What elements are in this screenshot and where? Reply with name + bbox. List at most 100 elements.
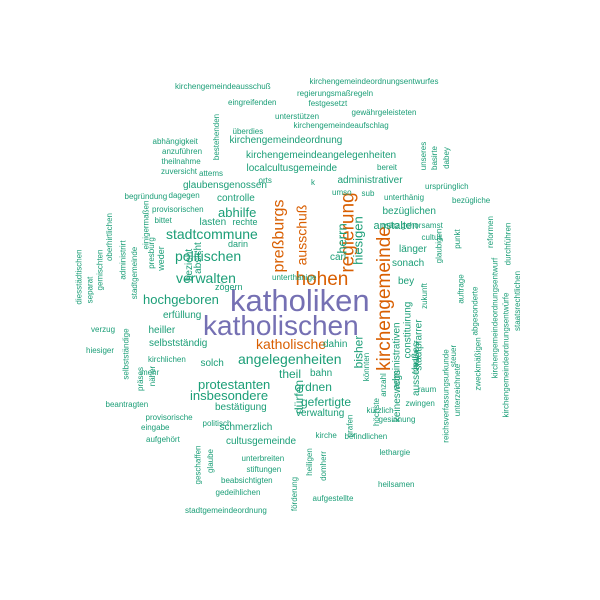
word-140: diesstädtischen bbox=[74, 249, 84, 305]
word-101: fonde bbox=[411, 353, 421, 375]
word-53: rechte bbox=[232, 216, 258, 227]
word-62: gewährgeleisteten bbox=[351, 108, 417, 117]
word-71: bereit bbox=[377, 163, 398, 172]
word-124: unterbreiten bbox=[241, 454, 285, 463]
word-55: darin bbox=[228, 238, 249, 249]
word-73: umso bbox=[332, 188, 352, 197]
word-10: stadtcommune bbox=[166, 226, 258, 242]
word-138: verzug bbox=[91, 325, 116, 334]
word-79: dagegen bbox=[168, 191, 200, 200]
word-127: politisch bbox=[202, 419, 232, 428]
word-126: geschaffen bbox=[193, 445, 202, 485]
word-19: ordnen bbox=[294, 380, 332, 394]
word-68: theilnahme bbox=[161, 157, 201, 166]
word-33: bestätigung bbox=[215, 402, 267, 413]
word-63: unterstützen bbox=[275, 112, 320, 121]
word-111: könnten bbox=[362, 352, 372, 382]
word-85: glaubigen bbox=[433, 228, 443, 264]
word-108: befindlichen bbox=[344, 432, 388, 441]
word-96: punkt bbox=[452, 229, 462, 249]
word-116: heiligen bbox=[304, 448, 314, 476]
word-52: absicht bbox=[192, 242, 204, 274]
word-95: kirchengemeindeordnungsentwürfe bbox=[500, 292, 510, 418]
word-118: aufgestellte bbox=[312, 494, 354, 503]
word-88: unseres bbox=[419, 141, 429, 171]
word-17: insbesondere bbox=[190, 387, 269, 403]
word-27: kirchengemeindeordnung bbox=[229, 135, 343, 146]
word-87: bestehenden bbox=[212, 113, 222, 161]
word-148: k bbox=[311, 178, 315, 187]
word-98: abgesonderte bbox=[469, 286, 479, 336]
word-136: selbstständige bbox=[121, 328, 131, 380]
word-69: zuversicht bbox=[161, 167, 198, 176]
word-109: lethargie bbox=[379, 448, 411, 457]
word-31: lasten bbox=[199, 217, 227, 228]
word-130: provisorische bbox=[145, 413, 193, 422]
word-64: überdies bbox=[232, 127, 264, 136]
word-92: durchführen bbox=[502, 222, 512, 266]
word-1: katholischen bbox=[203, 310, 359, 341]
word-42: sonach bbox=[392, 258, 425, 269]
word-8: angelegenheiten bbox=[238, 351, 342, 367]
word-94: kirchengemeindeordnungsentwurf bbox=[489, 257, 499, 379]
word-117: domherr bbox=[318, 451, 328, 481]
word-49: dahin bbox=[323, 339, 348, 350]
word-20: theil bbox=[279, 367, 302, 381]
word-144: stadtgemeinde bbox=[130, 246, 140, 300]
word-84: cultus bbox=[421, 233, 443, 242]
word-36: cultusgemeinde bbox=[226, 436, 297, 447]
word-45: heiller bbox=[148, 325, 176, 336]
word-47: solch bbox=[200, 358, 224, 369]
word-77: bezügliche bbox=[452, 196, 491, 205]
word-89: basirte bbox=[430, 145, 440, 171]
word-115: kirche bbox=[315, 431, 337, 440]
word-141: gemischten bbox=[94, 249, 104, 291]
word-2: kirchengemeinde bbox=[373, 225, 395, 371]
word-11: verwalten bbox=[176, 270, 236, 286]
word-142: oberhirtlichen bbox=[105, 212, 115, 262]
word-106: gesinnung bbox=[378, 415, 416, 424]
word-147: unterthänige bbox=[272, 273, 317, 282]
word-25: glaubensgenossen bbox=[183, 180, 267, 191]
word-32: selbstständig bbox=[149, 338, 208, 349]
word-137: hiesiger bbox=[86, 346, 115, 355]
word-72: orts bbox=[258, 176, 272, 185]
word-59: regierungsmaßregeln bbox=[297, 89, 374, 98]
word-75: unterthänig bbox=[384, 193, 425, 202]
word-5: preßburgs bbox=[269, 199, 287, 273]
word-121: gedeihlichen bbox=[215, 488, 261, 497]
word-129: eingabe bbox=[141, 423, 170, 432]
word-15: abhilfe bbox=[218, 204, 257, 220]
word-65: kirchengemeindeaufschlag bbox=[293, 121, 389, 130]
word-74: sub bbox=[361, 189, 375, 198]
word-35: schmerzlich bbox=[219, 422, 273, 433]
word-9: politischen bbox=[175, 248, 242, 264]
word-135: kirchlichen bbox=[148, 355, 186, 364]
word-50: carl bbox=[330, 252, 347, 263]
word-128: aufgehört bbox=[146, 435, 180, 444]
word-119: förderung bbox=[290, 476, 300, 512]
word-114: grafen bbox=[344, 414, 354, 438]
word-113: höchste bbox=[372, 397, 382, 427]
word-54: zögern bbox=[215, 281, 243, 292]
word-120: stadtgemeindeordnung bbox=[185, 506, 267, 515]
word-48: bahn bbox=[310, 368, 333, 379]
word-66: abhängigkeit bbox=[152, 137, 198, 146]
word-46: erfüllung bbox=[163, 310, 202, 321]
word-90: dabey bbox=[441, 147, 451, 169]
word-12: protestanten bbox=[198, 376, 271, 392]
word-81: bittet bbox=[154, 216, 172, 225]
word-134: mehr bbox=[141, 368, 160, 377]
word-58: kirchengemeindeordnungsentwurfes bbox=[309, 77, 439, 86]
word-82: märz bbox=[382, 221, 400, 230]
word-78: begründung bbox=[124, 192, 168, 201]
word-26: administrativer bbox=[337, 175, 403, 186]
word-99: zweckmäßigen bbox=[473, 337, 483, 391]
word-23: kirchengemeindeangelegenheiten bbox=[246, 150, 397, 161]
word-107: kürzlich bbox=[366, 406, 394, 415]
word-110: heilsamen bbox=[378, 480, 415, 489]
word-34: verwaltung bbox=[296, 408, 345, 419]
word-61: festgesetzt bbox=[308, 99, 348, 108]
word-125: glaube bbox=[206, 448, 216, 474]
